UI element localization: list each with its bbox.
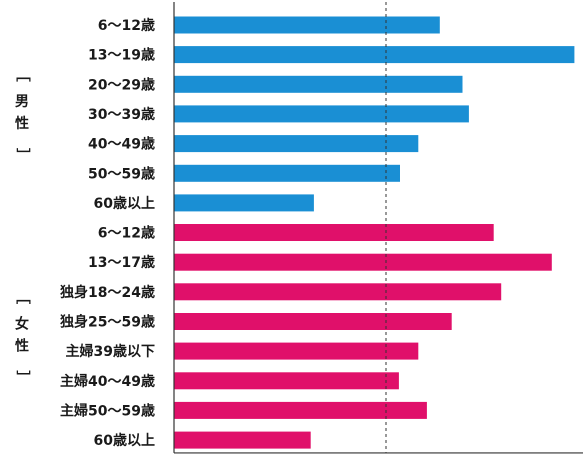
category-label: 60歳以上 <box>94 432 155 449</box>
category-label: 主婦50〜59歳 <box>60 402 155 419</box>
group-label-char: 男 <box>15 94 29 110</box>
bars-layer <box>174 16 575 449</box>
group-bracket-open: ［ <box>14 68 31 82</box>
bar <box>174 253 552 271</box>
category-label: 40〜49歳 <box>88 136 155 153</box>
bar <box>174 16 440 34</box>
category-label: 独身25〜59歳 <box>60 314 155 331</box>
bar <box>174 313 452 330</box>
group-label-char: 性 <box>15 337 29 354</box>
category-label: 13〜19歳 <box>88 47 155 64</box>
bar <box>174 135 419 153</box>
bar <box>174 401 427 419</box>
category-label: 20〜29歳 <box>88 76 155 93</box>
category-label: 主婦39歳以下 <box>66 343 155 360</box>
bar <box>174 224 494 241</box>
group-label-char: 女 <box>15 315 29 332</box>
group-bracket-close: ］ <box>14 370 30 384</box>
group-bracket-open: ［ <box>14 290 31 304</box>
bar <box>174 431 311 449</box>
category-label: 6〜12歳 <box>98 225 155 242</box>
category-label: 主婦40〜49歳 <box>60 373 155 390</box>
category-label: 30〜39歳 <box>88 106 155 123</box>
category-label: 6〜12歳 <box>98 17 155 34</box>
group-label-char: 性 <box>15 115 29 132</box>
category-label: 50〜59歳 <box>88 165 155 182</box>
category-label: 60歳以上 <box>94 195 155 212</box>
category-labels: 6〜12歳 13〜19歳 20〜29歳 30〜39歳 40〜49歳 50〜59歳 60歳以上… <box>60 17 155 449</box>
bar <box>174 283 502 301</box>
group-labels: ［男性］［女性］ <box>14 68 31 384</box>
category-label: 13〜17歳 <box>88 254 155 271</box>
bar <box>174 75 463 93</box>
group-bracket-close: ］ <box>14 148 30 162</box>
category-label: 独身18〜24歳 <box>60 284 155 301</box>
bar <box>174 46 575 64</box>
bar <box>174 164 400 182</box>
bar <box>174 105 469 123</box>
bar <box>174 372 399 390</box>
bar <box>174 342 419 360</box>
bar <box>174 194 314 212</box>
